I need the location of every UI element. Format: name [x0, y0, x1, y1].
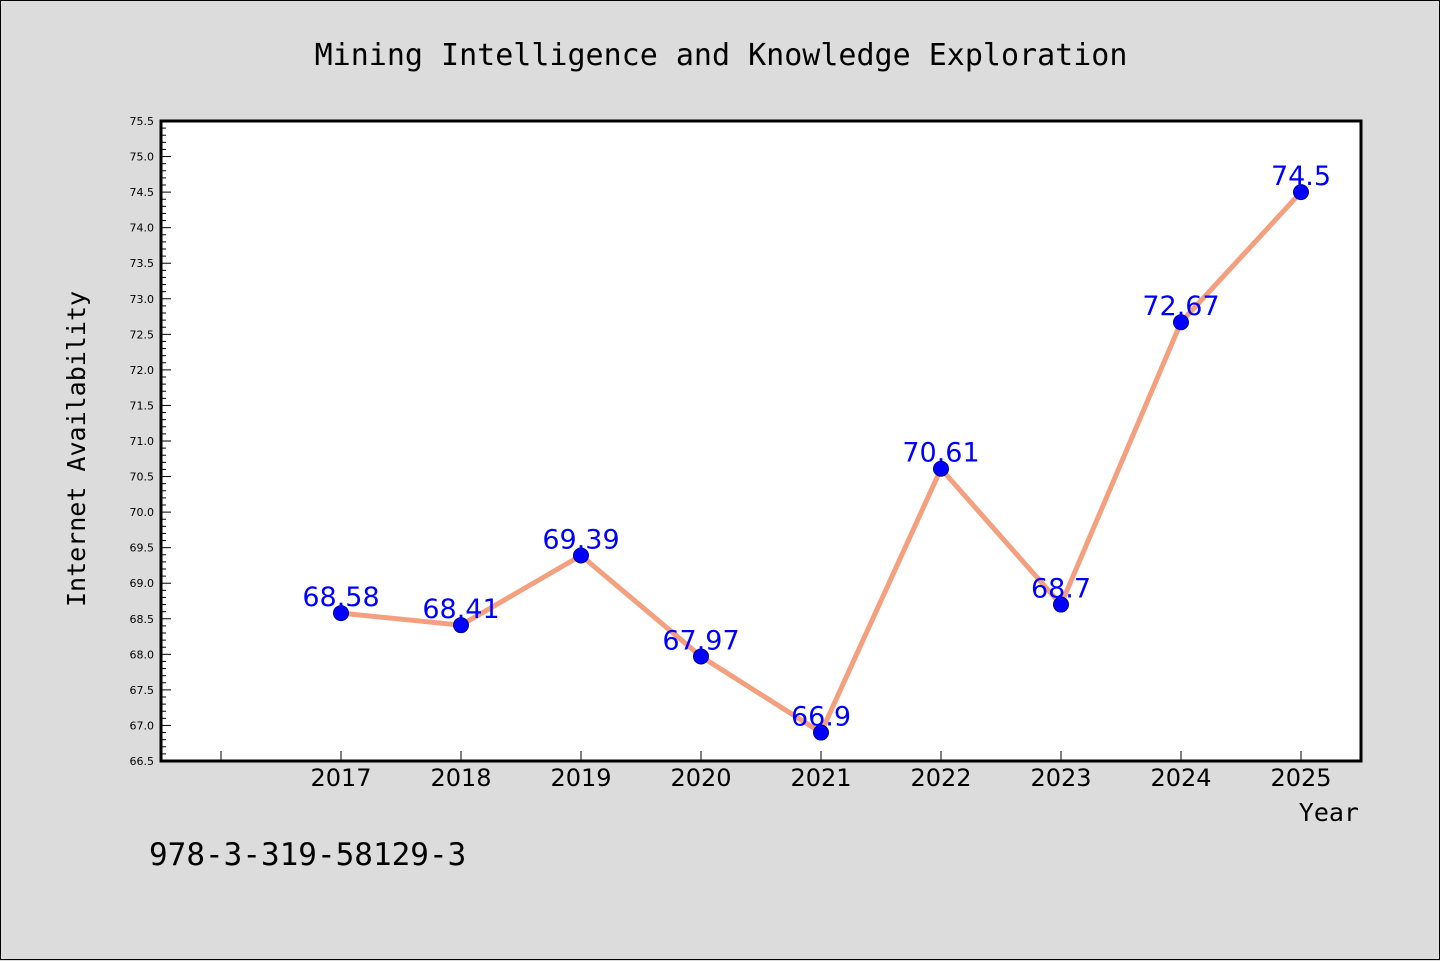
- data-point: [693, 648, 709, 665]
- x-tick-label: 2019: [550, 764, 611, 792]
- data-point: [813, 724, 829, 741]
- chart-title: Mining Intelligence and Knowledge Explor…: [315, 38, 1128, 73]
- x-tick-label: 2017: [310, 764, 371, 792]
- x-tick-label: 2020: [670, 764, 731, 792]
- y-tick-label: 67.0: [130, 719, 155, 732]
- data-point: [573, 547, 589, 564]
- y-tick-label: 73.5: [130, 257, 155, 270]
- y-tick-label: 72.0: [130, 364, 155, 377]
- data-point: [1173, 314, 1189, 331]
- data-label: 68.7: [1031, 574, 1091, 605]
- y-tick-label: 75.0: [130, 151, 155, 164]
- footnote: 978-3-319-58129-3: [149, 837, 466, 873]
- y-axis-title: Internet Availability: [62, 291, 91, 607]
- y-tick-label: 66.5: [130, 755, 155, 768]
- y-tick-label: 70.0: [130, 506, 155, 519]
- x-tick-label: 2024: [1150, 764, 1211, 792]
- y-tick-label: 71.5: [130, 399, 155, 412]
- data-point: [333, 605, 349, 622]
- x-tick-label: 2022: [910, 764, 971, 792]
- y-tick-label: 70.5: [130, 471, 155, 484]
- y-tick-label: 71.0: [130, 435, 155, 448]
- data-point: [1053, 596, 1069, 613]
- y-tick-label: 74.5: [130, 186, 155, 199]
- x-tick-label: 2023: [1030, 764, 1091, 792]
- y-tick-label: 68.5: [130, 613, 155, 626]
- x-axis-title: Year: [1299, 798, 1359, 827]
- y-tick-label: 69.0: [130, 577, 155, 590]
- data-point: [1293, 184, 1309, 201]
- x-tick-label: 2021: [790, 764, 851, 792]
- data-label: 74.5: [1271, 161, 1331, 192]
- plot-area: [161, 121, 1361, 761]
- data-label: 66.9: [791, 702, 851, 733]
- x-tick-label: 2025: [1270, 764, 1331, 792]
- data-point: [933, 460, 949, 477]
- data-label: 72.67: [1142, 291, 1219, 322]
- y-tick-label: 73.0: [130, 293, 155, 306]
- data-series: 68.58 68.41 69.39 67.97 66.9 70.61 68.7 72.67 74…: [302, 161, 1331, 741]
- data-point: [453, 617, 469, 634]
- data-label: 68.58: [302, 582, 379, 613]
- y-tick-label: 72.5: [130, 328, 155, 341]
- y-tick-label: 68.0: [130, 648, 155, 661]
- axis-ticks: 66.5 67.0 67.5 68.0 68.5 69.0 69.5 70.0 70.5 71.0…: [130, 115, 1332, 792]
- data-label: 70.61: [902, 438, 979, 469]
- data-label: 68.41: [422, 594, 499, 625]
- y-tick-label: 69.5: [130, 542, 155, 555]
- data-label: 67.97: [662, 625, 739, 656]
- plot-border: [159, 119, 1363, 763]
- y-tick-label: 67.5: [130, 684, 155, 697]
- y-tick-label: 75.5: [130, 115, 155, 128]
- y-tick-label: 74.0: [130, 222, 155, 235]
- x-tick-label: 2018: [430, 764, 491, 792]
- data-label: 69.39: [542, 524, 619, 555]
